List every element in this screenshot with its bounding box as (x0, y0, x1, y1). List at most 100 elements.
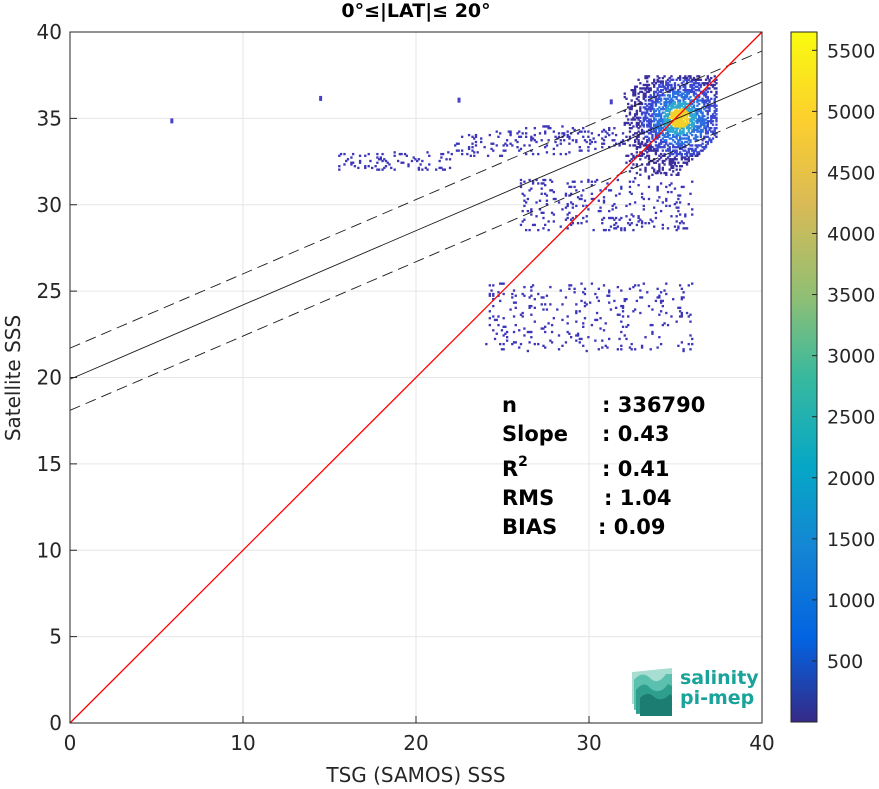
density-cell (376, 156, 379, 159)
density-cell (659, 291, 663, 294)
y-tick-label: 25 (37, 279, 62, 303)
density-cell (351, 161, 355, 164)
density-cell (670, 152, 673, 156)
density-cell (646, 144, 649, 147)
density-cell (582, 322, 585, 325)
density-cell (691, 80, 694, 83)
density-cell (708, 137, 711, 140)
density-cell (426, 151, 429, 154)
density-cell (696, 75, 699, 78)
density-cell (685, 127, 689, 130)
density-cell (521, 209, 524, 213)
density-cell (666, 120, 670, 123)
density-cell (575, 303, 578, 306)
density-cell (653, 83, 656, 87)
density-cell (661, 146, 664, 149)
density-cell (666, 323, 670, 327)
density-cell (637, 142, 640, 145)
density-cell (519, 135, 523, 138)
density-cell (694, 137, 697, 140)
density-cell (590, 184, 594, 187)
density-cell (711, 114, 715, 118)
density-cell (673, 90, 677, 94)
density-cell (566, 133, 569, 137)
density-cell (585, 303, 588, 306)
density-cell (661, 154, 664, 157)
density-cell (544, 184, 547, 187)
density-cell (682, 296, 685, 299)
density-cell (542, 211, 545, 214)
density-cell (545, 125, 549, 128)
density-cell (670, 83, 673, 87)
density-cell (654, 299, 658, 303)
density-cell (549, 178, 552, 182)
density-cell (637, 123, 640, 126)
density-cell (654, 104, 658, 107)
density-cell (627, 139, 630, 142)
x-axis-ticks: 0 10 20 30 40 (64, 716, 775, 755)
density-cell (545, 151, 549, 154)
density-cell (687, 125, 690, 128)
density-cell (590, 323, 594, 327)
density-cell (701, 123, 704, 126)
density-cell (633, 284, 637, 287)
density-cell (708, 99, 711, 102)
density-cell (640, 90, 644, 94)
density-cell (594, 318, 597, 322)
density-cell (637, 146, 640, 149)
density-cell (530, 313, 533, 316)
density-cell (524, 132, 528, 135)
density-cell (587, 146, 590, 149)
density-cell (585, 220, 588, 223)
density-cell (677, 344, 680, 348)
density-cell (706, 113, 709, 116)
density-cell (533, 223, 536, 227)
density-cell (640, 154, 644, 157)
density-cell (576, 334, 580, 337)
density-cell (502, 292, 505, 296)
density-cell (544, 223, 547, 227)
density-cell (393, 168, 396, 171)
density-cell (642, 118, 645, 121)
density-cell (656, 132, 659, 135)
density-cell (613, 227, 616, 230)
density-cell (684, 137, 687, 140)
density-cell (519, 185, 523, 189)
density-cell (680, 154, 684, 157)
density-cell (601, 137, 604, 140)
density-cell (666, 82, 670, 85)
density-cell (552, 317, 555, 320)
density-cell (678, 118, 682, 121)
density-cell (704, 135, 708, 138)
density-cell (637, 92, 640, 95)
density-cell (367, 165, 370, 168)
density-cell (713, 104, 716, 107)
density-cell (597, 133, 600, 137)
density-cell (654, 125, 658, 128)
density-cell (678, 109, 682, 113)
density-cell (684, 78, 687, 81)
density-cell (678, 132, 682, 135)
density-cell (497, 315, 500, 318)
density-cell (710, 118, 713, 121)
density-cell (663, 111, 666, 114)
density-cell (653, 116, 656, 119)
density-cell (492, 292, 495, 296)
density-cell (568, 135, 571, 138)
density-cell (647, 222, 651, 225)
density-cell (677, 94, 680, 97)
density-cell (512, 341, 516, 344)
density-cell (685, 132, 689, 135)
density-cell (694, 154, 697, 157)
density-cell (606, 346, 609, 349)
density-cell (689, 120, 692, 123)
density-cell (692, 82, 696, 85)
density-cell (457, 149, 460, 152)
y-tick-label: 0 (49, 711, 62, 735)
density-cell (678, 121, 682, 125)
density-cell (677, 133, 680, 137)
density-cell (696, 99, 699, 102)
density-cell (620, 187, 623, 190)
density-cell (663, 114, 666, 118)
density-cell (672, 116, 675, 119)
